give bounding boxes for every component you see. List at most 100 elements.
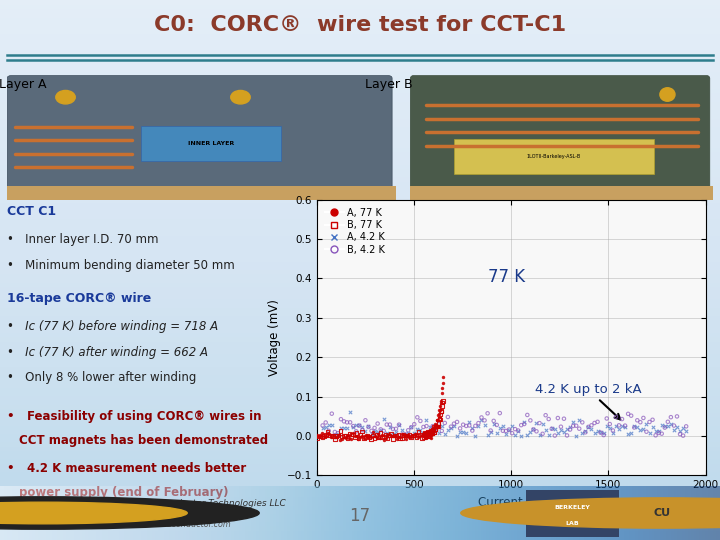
A, 77 K	[380, 434, 392, 443]
A, 77 K	[418, 429, 429, 438]
A, 4.2 K	[631, 423, 643, 431]
Text: 4.2 K up to 2 kA: 4.2 K up to 2 kA	[534, 382, 641, 420]
A, 4.2 K	[491, 429, 503, 437]
B, 4.2 K	[336, 415, 347, 423]
Legend: A, 77 K, B, 77 K, A, 4.2 K, B, 4.2 K: A, 77 K, B, 77 K, A, 4.2 K, B, 4.2 K	[322, 205, 388, 258]
A, 4.2 K	[457, 428, 469, 436]
A, 4.2 K	[402, 429, 414, 437]
B, 4.2 K	[634, 418, 646, 427]
B, 77 K	[347, 430, 359, 438]
B, 77 K	[410, 433, 422, 442]
Text: www.advancedconductor.com: www.advancedconductor.com	[112, 521, 231, 529]
B, 4.2 K	[317, 421, 328, 430]
Text: CU: CU	[654, 508, 671, 518]
A, 4.2 K	[671, 422, 683, 431]
B, 4.2 K	[320, 418, 331, 427]
A, 4.2 K	[528, 425, 539, 434]
A, 4.2 K	[336, 423, 347, 432]
B, 77 K	[418, 433, 430, 442]
B, 4.2 K	[400, 430, 411, 438]
A, 4.2 K	[546, 423, 557, 432]
A, 77 K	[410, 430, 422, 438]
A, 4.2 K	[439, 429, 451, 438]
A, 77 K	[324, 430, 336, 438]
B, 4.2 K	[390, 424, 402, 433]
B, 4.2 K	[461, 422, 472, 430]
Text: 16-tape CORC® wire: 16-tape CORC® wire	[7, 292, 151, 305]
Text: LAB: LAB	[565, 521, 580, 526]
A, 4.2 K	[372, 428, 383, 436]
Circle shape	[231, 91, 251, 104]
A, 77 K	[434, 402, 446, 410]
B, 77 K	[433, 415, 445, 423]
B, 4.2 K	[626, 411, 637, 420]
B, 77 K	[331, 431, 343, 440]
Circle shape	[56, 91, 76, 104]
B, 4.2 K	[430, 423, 441, 432]
B, 77 K	[364, 433, 375, 441]
A, 77 K	[438, 373, 449, 381]
B, 4.2 K	[528, 425, 539, 434]
B, 4.2 K	[595, 428, 606, 437]
A, 4.2 K	[338, 423, 350, 432]
B, 77 K	[423, 431, 435, 440]
B, 4.2 K	[360, 416, 372, 424]
A, 4.2 K	[619, 423, 631, 431]
B, 77 K	[433, 419, 444, 428]
A, 4.2 K	[381, 429, 392, 437]
A, 4.2 K	[668, 426, 680, 434]
A, 77 K	[325, 433, 337, 441]
B, 4.2 K	[445, 422, 456, 431]
A, 4.2 K	[442, 426, 454, 435]
A, 4.2 K	[479, 421, 490, 429]
B, 77 K	[438, 397, 449, 406]
A, 4.2 K	[513, 427, 524, 435]
A, 4.2 K	[424, 423, 436, 431]
A, 4.2 K	[454, 427, 466, 436]
A, 4.2 K	[469, 431, 481, 440]
Text: Layer B: Layer B	[365, 78, 413, 91]
B, 4.2 K	[592, 417, 603, 426]
B, 77 K	[420, 433, 431, 441]
A, 77 K	[377, 431, 388, 440]
B, 77 K	[336, 432, 348, 441]
Text: CCT magnets has been demonstrated: CCT magnets has been demonstrated	[19, 434, 268, 447]
B, 4.2 K	[671, 412, 683, 421]
B, 77 K	[418, 430, 429, 438]
B, 4.2 K	[418, 423, 429, 431]
A, 4.2 K	[369, 427, 380, 435]
A, 4.2 K	[400, 431, 411, 440]
A, 77 K	[315, 430, 326, 439]
A, 4.2 K	[518, 418, 530, 427]
A, 77 K	[425, 426, 436, 434]
A, 4.2 K	[320, 423, 331, 431]
A, 4.2 K	[629, 422, 640, 431]
B, 4.2 K	[665, 413, 677, 422]
A, 4.2 K	[564, 422, 576, 431]
A, 77 K	[435, 398, 446, 407]
B, 4.2 K	[564, 425, 576, 434]
A, 77 K	[427, 426, 438, 435]
A, 4.2 K	[323, 421, 335, 429]
A, 77 K	[428, 429, 439, 438]
B, 77 K	[335, 427, 346, 435]
B, 77 K	[414, 430, 426, 439]
B, 4.2 K	[555, 422, 567, 431]
B, 4.2 K	[494, 409, 505, 417]
A, 4.2 K	[396, 426, 408, 434]
B, 77 K	[400, 431, 411, 440]
Text: •   Minimum bending diameter 50 mm: • Minimum bending diameter 50 mm	[7, 259, 235, 272]
A, 4.2 K	[326, 421, 338, 429]
B, 4.2 K	[610, 413, 621, 421]
A, 77 K	[428, 423, 440, 432]
B, 77 K	[428, 426, 439, 435]
B, 77 K	[418, 430, 430, 438]
A, 4.2 K	[656, 421, 667, 429]
A, 77 K	[342, 431, 354, 440]
B, 77 K	[407, 431, 418, 440]
B, 77 K	[343, 429, 355, 438]
B, 4.2 K	[613, 421, 625, 430]
A, 77 K	[434, 406, 446, 414]
A, 77 K	[360, 431, 372, 440]
A, 77 K	[418, 432, 430, 441]
